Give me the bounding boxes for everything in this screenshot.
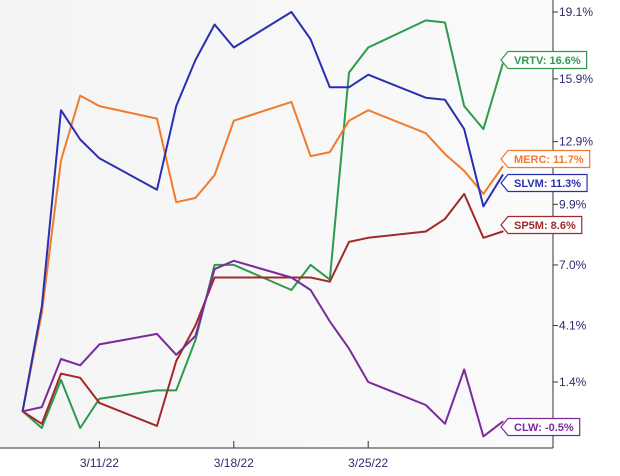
end-label-slvm: SLVM: 11.3% <box>500 173 588 193</box>
end-label-box <box>500 50 588 70</box>
y-tick-label: 12.9% <box>559 135 593 149</box>
plot-background <box>0 0 553 448</box>
y-tick-label: 7.0% <box>559 258 587 272</box>
x-tick-label: 3/11/22 <box>80 456 119 470</box>
end-label-box <box>500 149 591 169</box>
y-tick-label: 4.1% <box>559 319 587 333</box>
end-label-sp5m: SP5M: 8.6% <box>500 215 583 235</box>
end-label-text: CLW: -0.5% <box>514 422 574 434</box>
x-tick-label: 3/25/22 <box>348 456 388 470</box>
x-tick-label: 3/18/22 <box>214 456 254 470</box>
end-label-text: MERC: 11.7% <box>514 154 584 166</box>
series-line-slvm <box>21 11 504 413</box>
end-label-text: SP5M: 8.6% <box>514 220 576 232</box>
end-label-clw: CLW: -0.5% <box>500 417 581 437</box>
end-label-vrtv: VRTV: 16.6% <box>500 50 588 70</box>
end-label-text: VRTV: 16.6% <box>514 55 581 67</box>
end-label-merc: MERC: 11.7% <box>500 149 591 169</box>
end-label-text: SLVM: 11.3% <box>514 178 581 190</box>
series-end-labels: VRTV: 16.6% MERC: 11.7% SLVM: 11.3% SP5M: 8… <box>500 50 591 437</box>
y-tick-label: 19.1% <box>559 5 593 19</box>
series-line-sp5m <box>21 192 504 427</box>
y-tick-label: 9.9% <box>559 197 587 211</box>
axes: 1.4% 4.1% 7.0% 9.9% 12.9% 15.9% 19.1% 3/11/22 3/… <box>0 0 593 470</box>
series-line-merc <box>21 94 504 413</box>
y-tick-label: 1.4% <box>559 375 587 389</box>
series-lines <box>21 11 504 438</box>
y-tick-label: 15.9% <box>559 72 593 86</box>
series-line-clw <box>21 259 504 438</box>
end-label-box <box>500 215 583 235</box>
end-label-box <box>500 173 588 193</box>
end-label-box <box>500 417 581 437</box>
